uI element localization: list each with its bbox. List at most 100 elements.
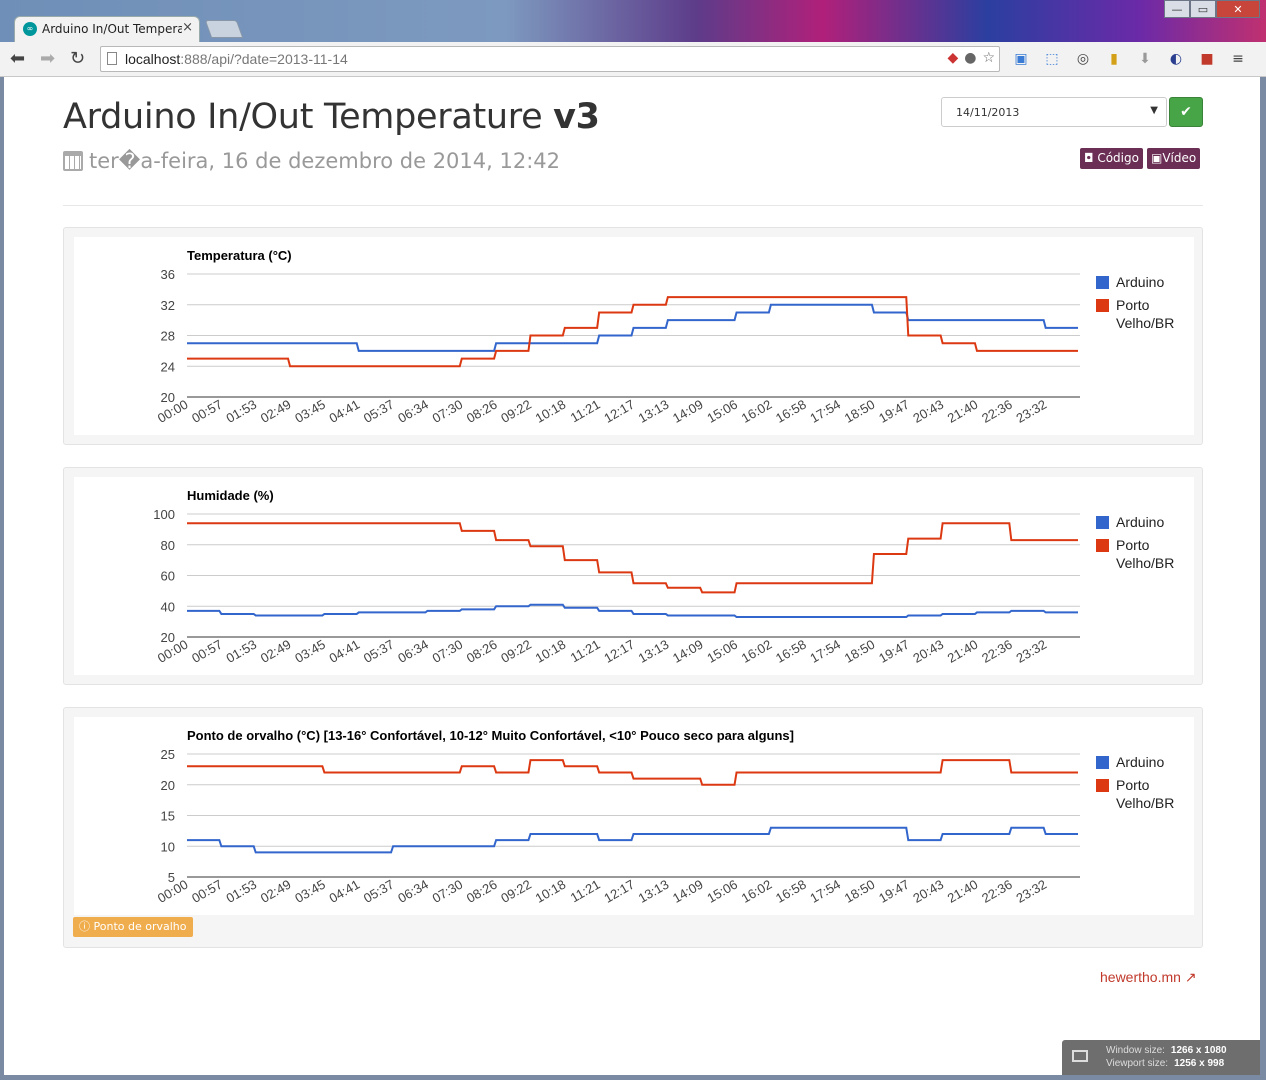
x-tick-label: 09:22 <box>498 637 534 666</box>
x-tick-label: 21:40 <box>945 637 981 666</box>
series-line-porto-velho <box>187 522 1078 594</box>
x-tick-label: 10:18 <box>533 637 569 666</box>
date-select-value: 14/11/2013 <box>956 106 1020 119</box>
back-icon[interactable]: ⬅ <box>10 48 26 69</box>
page-subtitle: ter�a-feira, 16 de dezembro de 2014, 12:… <box>63 149 560 173</box>
x-tick-label: 11:21 <box>568 877 603 906</box>
browser-tab[interactable]: ∞ Arduino In/Out Temperatu × <box>14 16 200 42</box>
humidity-chart-container: Humidade (%) 20 40 60 80 100 00:00 00:57 01:53 02… <box>74 477 1194 675</box>
x-tick-label: 16:02 <box>739 877 775 906</box>
x-tick-label: 20:43 <box>910 637 946 666</box>
y-tick-label: 20 <box>161 630 175 645</box>
x-tick-label: 21:40 <box>945 397 981 426</box>
x-tick-label: 20:43 <box>910 877 946 906</box>
sync-icon[interactable]: ◎ <box>1076 51 1090 67</box>
window-size-overlay: Window size: 1266 x 1080 Viewport size: 12… <box>1062 1040 1260 1075</box>
y-tick-label: 20 <box>161 390 175 405</box>
dewpoint-panel: Ponto de orvalho (°C) [13-16° Confortáve… <box>63 707 1203 948</box>
reload-icon[interactable]: ↻ <box>70 48 86 69</box>
minimize-button[interactable]: — <box>1164 0 1190 18</box>
menu-icon[interactable]: ≡ <box>1232 51 1244 67</box>
x-tick-label: 05:37 <box>361 877 397 906</box>
download-icon[interactable]: ⬇ <box>1139 51 1151 67</box>
chart-title: Ponto de orvalho (°C) [13-16° Confortáve… <box>187 728 794 743</box>
x-tick-label: 13:13 <box>636 637 672 666</box>
dewpoint-chart-container: Ponto de orvalho (°C) [13-16° Confortáve… <box>74 717 1194 915</box>
chevron-down-icon: ▼ <box>1150 105 1158 116</box>
footer-link[interactable]: hewertho.mn ↗ <box>1100 969 1197 986</box>
x-tick-label: 14:09 <box>670 877 706 906</box>
new-tab-button[interactable] <box>204 20 244 38</box>
x-tick-label: 22:36 <box>979 637 1015 666</box>
page-viewport: Arduino In/Out Temperature v3 ter�a-feir… <box>4 77 1260 1075</box>
github-icon: ◘ <box>1084 151 1094 165</box>
y-tick-label: 10 <box>161 839 175 854</box>
series-line-arduino <box>187 603 1078 619</box>
series-line-arduino <box>187 826 1078 854</box>
x-tick-label: 16:58 <box>773 637 809 666</box>
y-tick-label: 80 <box>161 538 175 553</box>
legend-swatch <box>1096 276 1109 289</box>
x-tick-label: 04:41 <box>327 877 363 906</box>
temperature-chart: Temperatura (°C)202428323600:0000:5701:5… <box>155 248 1175 426</box>
x-tick-label: 19:47 <box>876 397 912 426</box>
x-tick-label: 02:49 <box>258 397 294 426</box>
dewpoint-info-label: Ponto de orvalho <box>93 920 187 933</box>
x-tick-label: 09:22 <box>498 877 534 906</box>
x-tick-label: 15:06 <box>704 397 740 426</box>
speed-icon[interactable]: ◐ <box>1169 51 1183 67</box>
window-border-right <box>1260 77 1266 1080</box>
bulb-icon[interactable]: ● <box>964 50 977 66</box>
x-tick-label: 18:50 <box>842 877 878 906</box>
screenshot-icon[interactable]: ⬚ <box>1045 51 1059 67</box>
legend-label: Porto Velho/BR <box>1116 537 1174 571</box>
page-title: Arduino In/Out Temperature v3 <box>63 97 600 137</box>
code-button[interactable]: ◘ Código <box>1080 148 1143 169</box>
x-tick-label: 22:36 <box>979 877 1015 906</box>
angular-icon[interactable]: ◆ <box>947 50 959 66</box>
x-tick-label: 08:26 <box>464 397 500 426</box>
page-icon <box>107 52 117 65</box>
x-tick-label: 05:37 <box>361 397 397 426</box>
x-tick-label: 08:26 <box>464 877 500 906</box>
x-tick-label: 03:45 <box>292 637 328 666</box>
x-tick-label: 03:45 <box>292 877 328 906</box>
bookmark-icon[interactable]: ■ <box>1200 51 1214 67</box>
legend-label: Arduino <box>1116 274 1164 290</box>
forward-icon[interactable]: ➡ <box>40 48 56 69</box>
video-button[interactable]: ▣Vídeo <box>1147 148 1201 169</box>
legend-swatch <box>1096 779 1109 792</box>
translate-icon[interactable]: ▣ <box>1014 51 1028 67</box>
maximize-button[interactable]: ▭ <box>1190 0 1216 18</box>
star-icon[interactable]: ☆ <box>982 50 995 66</box>
x-tick-label: 16:02 <box>739 397 775 426</box>
submit-date-button[interactable]: ✔ <box>1169 97 1203 127</box>
current-datetime: ter�a-feira, 16 de dezembro de 2014, 12:… <box>89 149 561 173</box>
x-tick-label: 07:30 <box>430 877 466 906</box>
vimeo-icon: ▣ <box>1151 151 1163 165</box>
tab-close-icon[interactable]: × <box>182 20 193 35</box>
close-window-button[interactable]: ✕ <box>1216 0 1260 18</box>
legend-label: Arduino <box>1116 754 1164 770</box>
x-tick-label: 15:06 <box>704 877 740 906</box>
omnibox-icons: ◆ ● ☆ <box>947 50 995 66</box>
x-tick-label: 16:58 <box>773 877 809 906</box>
title-bar: ∞ Arduino In/Out Temperatu × — ▭ ✕ <box>0 0 1266 42</box>
window-size-label: Window size: <box>1106 1045 1165 1056</box>
calendar-icon <box>63 151 83 171</box>
legend-label: Arduino <box>1116 514 1164 530</box>
address-bar[interactable]: localhost:888/api/?date=2013-11-14 ◆ ● ☆ <box>100 46 1000 72</box>
x-tick-label: 23:32 <box>1013 397 1049 426</box>
x-tick-label: 07:30 <box>430 397 466 426</box>
x-tick-label: 14:09 <box>670 397 706 426</box>
resize-icon[interactable]: ▮ <box>1110 51 1118 67</box>
humidity-chart: Humidade (%)2040608010000:0000:5701:5302… <box>153 488 1174 666</box>
x-tick-label: 14:09 <box>670 637 706 666</box>
x-tick-label: 04:41 <box>327 397 363 426</box>
y-tick-label: 28 <box>161 329 175 344</box>
series-line-arduino <box>187 303 1078 352</box>
dewpoint-info-button[interactable]: ⓘ Ponto de orvalho <box>73 917 193 937</box>
date-select[interactable]: 14/11/2013 ▼ <box>941 97 1167 127</box>
url-text[interactable]: localhost:888/api/?date=2013-11-14 <box>125 51 348 67</box>
viewport-size-value: 1256 x 998 <box>1174 1058 1225 1069</box>
